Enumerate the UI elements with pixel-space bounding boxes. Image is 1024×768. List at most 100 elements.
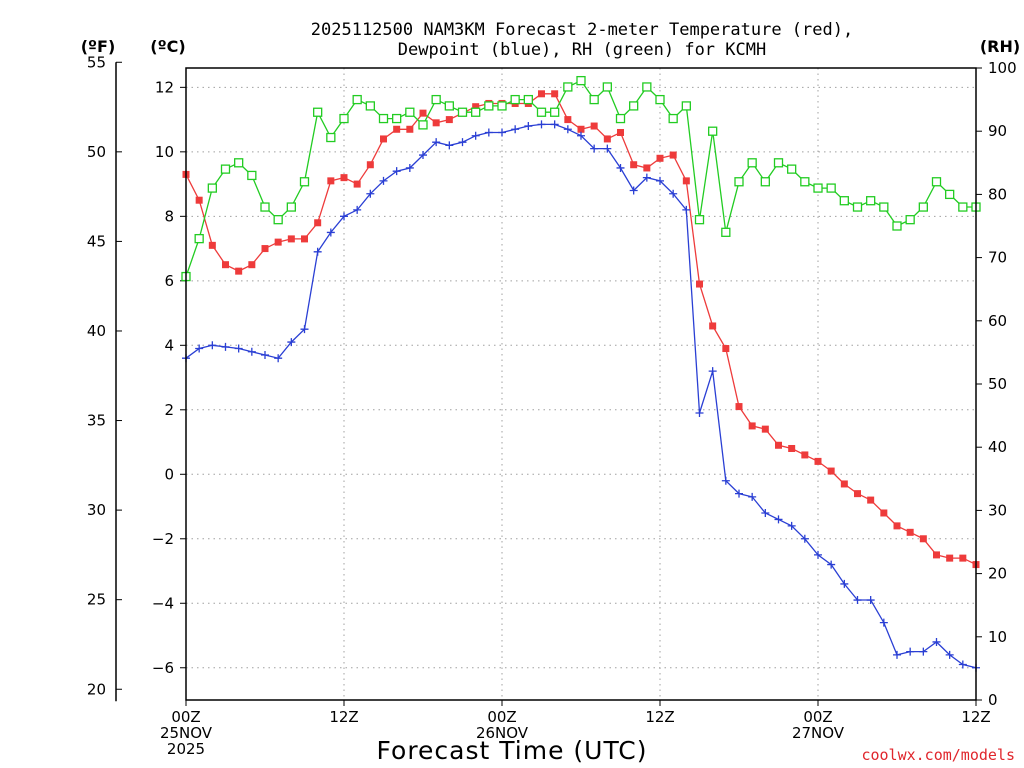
data-point <box>432 138 441 147</box>
data-point <box>880 509 888 517</box>
data-point <box>340 174 348 182</box>
data-point <box>629 101 639 111</box>
data-point <box>709 322 717 330</box>
data-point <box>484 128 493 137</box>
fahrenheit-unit-label: (ºF) <box>81 37 116 56</box>
data-point <box>248 261 256 269</box>
time-tick-label: 12Z <box>329 708 358 726</box>
data-point <box>432 119 440 127</box>
data-point <box>314 219 322 227</box>
data-point <box>800 534 809 543</box>
data-point <box>696 280 703 288</box>
time-tick-label: 2025 <box>167 740 205 758</box>
data-point <box>854 490 861 498</box>
fahrenheit-tick-label: 45 <box>87 232 106 250</box>
plot-frame <box>185 67 977 701</box>
data-point <box>234 344 243 353</box>
data-point <box>538 90 545 98</box>
data-point <box>484 101 494 111</box>
rh-tick-label: 70 <box>988 249 1007 267</box>
data-point <box>458 138 467 147</box>
data-point <box>787 164 797 174</box>
data-point <box>537 120 546 129</box>
data-point <box>366 189 375 198</box>
data-point <box>550 107 560 117</box>
data-point <box>261 350 269 359</box>
data-point <box>906 528 914 536</box>
data-point <box>551 90 559 98</box>
data-point <box>563 125 572 134</box>
data-point <box>892 221 902 231</box>
data-point <box>681 101 691 111</box>
data-point <box>550 120 559 129</box>
data-point <box>946 554 954 562</box>
fahrenheit-tick-label: 25 <box>87 591 106 609</box>
data-point <box>879 618 888 627</box>
data-point <box>195 344 204 353</box>
data-point <box>392 113 402 124</box>
data-point <box>867 496 875 504</box>
data-point <box>643 164 651 172</box>
fahrenheit-tick-label: 40 <box>87 322 106 340</box>
data-point <box>735 489 743 498</box>
data-point <box>682 205 691 214</box>
data-point <box>775 441 782 449</box>
data-point <box>457 107 468 117</box>
data-point <box>313 107 323 117</box>
data-point <box>340 212 348 221</box>
rh-unit-label: (RH) <box>980 37 1020 56</box>
fahrenheit-axis: 20 25 30 35 40 45 50 55 <box>87 53 122 702</box>
data-point <box>602 82 612 92</box>
fahrenheit-tick-label: 35 <box>87 412 106 430</box>
celsius-tick-label: −6 <box>152 659 174 677</box>
data-point <box>695 409 704 418</box>
data-point <box>840 579 849 588</box>
data-point <box>260 202 270 212</box>
data-point <box>800 177 810 187</box>
data-point <box>708 367 717 376</box>
chart-title-line-1: 2025112500 NAM3KM Forecast 2-meter Tempe… <box>311 20 853 40</box>
x-axis-title: Forecast Time (UTC) <box>377 736 648 765</box>
data-point <box>919 647 928 656</box>
rh-tick-label: 20 <box>988 565 1007 583</box>
data-point <box>866 196 876 206</box>
data-point <box>195 196 203 204</box>
fahrenheit-tick-label: 30 <box>87 501 106 519</box>
data-point <box>827 560 836 569</box>
data-point <box>235 267 243 275</box>
data-point <box>721 227 731 237</box>
data-point <box>852 202 863 212</box>
data-point <box>774 515 783 524</box>
data-point <box>682 177 690 185</box>
data-point <box>826 183 836 193</box>
data-point <box>326 228 335 237</box>
data-point <box>563 82 573 92</box>
data-point <box>471 131 480 140</box>
time-tick-label: 27NOV <box>792 724 845 742</box>
time-tick-label: 25NOV <box>160 724 213 742</box>
celsius-tick-label: 4 <box>164 336 174 354</box>
data-point <box>773 158 784 168</box>
rh-tick-label: 100 <box>988 59 1017 77</box>
data-point <box>194 233 204 244</box>
time-tick-label: 00Z <box>803 708 832 726</box>
celsius-tick-label: 0 <box>164 465 174 483</box>
data-point <box>617 128 624 136</box>
rh-tick-label: 50 <box>988 375 1007 393</box>
rh-tick-label: 90 <box>988 122 1007 140</box>
data-point <box>893 650 901 659</box>
data-point <box>327 177 335 185</box>
data-point <box>221 342 230 351</box>
data-point <box>378 113 389 124</box>
data-point <box>629 186 638 195</box>
series-dewpoint <box>182 120 980 672</box>
time-tick-label: 00Z <box>487 708 516 726</box>
data-point <box>761 508 770 517</box>
chart-title-line-2: Dewpoint (blue), RH (green) for KCMH <box>398 40 766 60</box>
data-point <box>418 120 428 130</box>
data-point <box>208 241 216 249</box>
data-point <box>431 94 441 105</box>
data-point <box>247 347 256 356</box>
data-point <box>313 247 322 256</box>
